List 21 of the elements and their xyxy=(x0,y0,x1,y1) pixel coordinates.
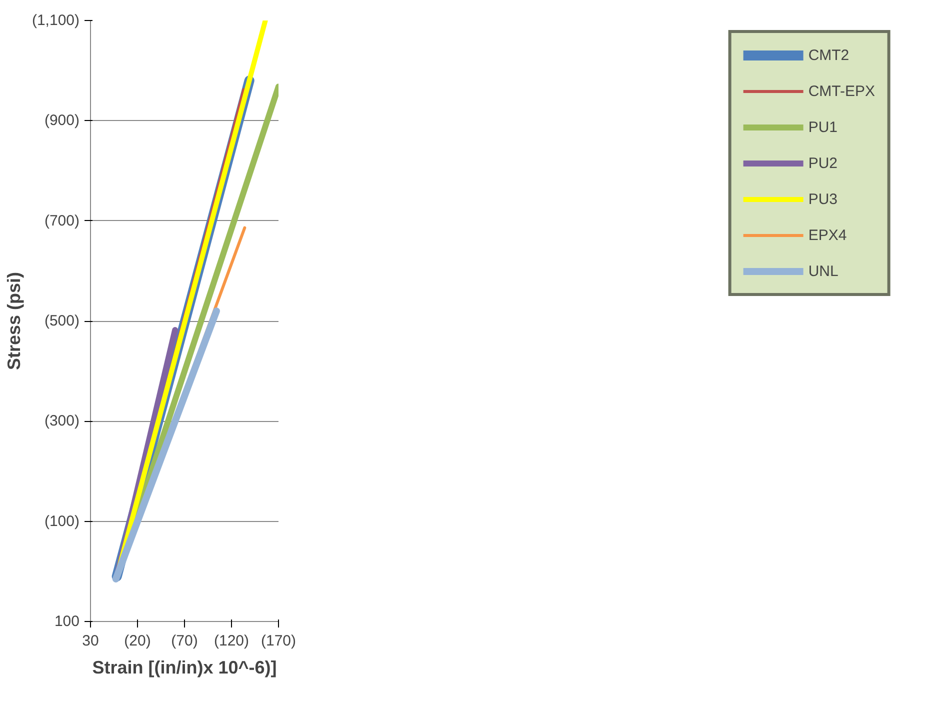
x-tick-label: 30 xyxy=(82,632,99,650)
x-tick-label: (20) xyxy=(124,632,151,650)
legend-label: CMT2 xyxy=(808,46,850,64)
x-tick-label: (120) xyxy=(214,632,250,650)
legend-label: CMT-EPX xyxy=(808,82,875,100)
y-tick-label: (900) xyxy=(44,112,80,130)
legend-label: PU1 xyxy=(808,118,838,136)
y-tick-label: (700) xyxy=(44,212,80,230)
y-tick-label: (100) xyxy=(44,512,80,530)
y-axis-title: Stress (psi) xyxy=(4,272,24,370)
legend-label: PU2 xyxy=(808,154,838,172)
legend-label: UNL xyxy=(808,262,838,280)
x-axis-title: Strain [(in/in)x 10^-6)] xyxy=(92,658,277,678)
y-tick-label: (1,100) xyxy=(32,12,80,29)
y-tick-label: (500) xyxy=(44,312,80,330)
x-tick-label: (70) xyxy=(171,632,198,650)
x-tick-label: (170) xyxy=(260,632,296,650)
y-tick-label: (300) xyxy=(44,412,80,430)
y-tick-label: 100 xyxy=(54,613,80,630)
legend-label: PU3 xyxy=(808,190,838,208)
legend-label: EPX4 xyxy=(808,226,847,244)
